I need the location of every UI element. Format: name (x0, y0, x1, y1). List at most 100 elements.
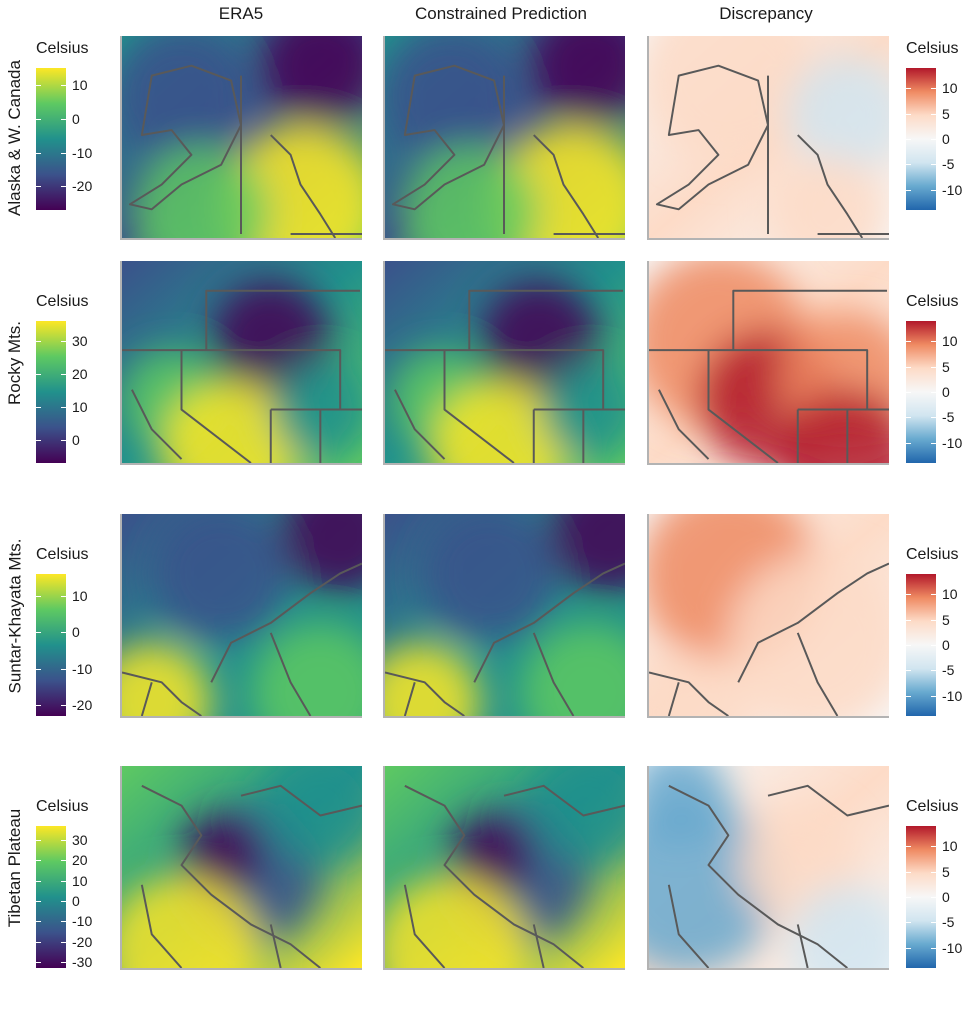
map-field-blob (131, 144, 271, 238)
map-svg (122, 766, 362, 968)
temp-colorbar-tick-label: 30 (72, 332, 88, 349)
disc-colorbar-tick (931, 645, 936, 646)
map-field-blob (161, 379, 301, 463)
temp-colorbar-tick (61, 961, 66, 963)
temp-colorbar-tick (36, 668, 41, 670)
map-outline (649, 562, 889, 716)
temp-colorbar (36, 321, 66, 463)
map-outline (385, 289, 625, 463)
map-field-blob (260, 36, 362, 126)
disc-colorbar-tick (931, 897, 936, 898)
disc-colorbar-tick-label: -5 (942, 409, 955, 426)
temp-colorbar-tick (36, 632, 41, 634)
map-svg (385, 766, 625, 968)
temp-colorbar-tick (61, 632, 66, 634)
disc-colorbar-tick-label: -5 (942, 156, 955, 173)
map-field-blob (420, 514, 560, 643)
temp-colorbar-tick-label: 20 (72, 365, 88, 382)
map-field-blob (519, 622, 625, 716)
temp-colorbar-tick (61, 406, 66, 408)
temp-colorbar-tick (36, 880, 41, 882)
map-field-blob (250, 622, 362, 716)
disc-colorbar-tick-label: 0 (942, 384, 950, 400)
temp-colorbar-tick-label: 0 (72, 431, 80, 448)
map-field-blob (450, 815, 530, 895)
disc-colorbar-tick (906, 645, 911, 646)
disc-colorbar-tick (906, 417, 911, 419)
disc-colorbar-tick (906, 897, 911, 898)
temp-colorbar (36, 68, 66, 210)
map-svg (385, 36, 625, 238)
disc-colorbar-tick-label: 10 (942, 333, 958, 350)
disc-legend-title: Celsius (906, 546, 959, 563)
disc-colorbar-tick-label: 10 (942, 838, 958, 855)
disc-colorbar-tick (931, 619, 936, 621)
disc-colorbar-tick-label: -5 (942, 662, 955, 679)
disc-colorbar-tick-label: 5 (942, 611, 950, 628)
map-field-blobs (122, 514, 362, 716)
temp-colorbar-tick (61, 118, 66, 120)
row-label: Suntar-Khayata Mts. (0, 514, 30, 718)
map-field-blobs (649, 261, 889, 463)
temp-colorbar-tick (36, 373, 41, 375)
temp-colorbar-tick-label: -20 (72, 697, 93, 714)
map-outline (140, 784, 362, 968)
map-panel (647, 261, 889, 465)
temp-colorbar-tick (61, 84, 66, 86)
disc-colorbar-tick-label: 5 (942, 105, 950, 122)
map-outline (385, 562, 625, 716)
column-title-discrepancy: Discrepancy (719, 4, 813, 23)
map-field-blob (385, 642, 481, 716)
temp-colorbar-tick (61, 921, 66, 923)
temp-colorbar-tick (61, 340, 66, 342)
disc-colorbar-tick (931, 947, 936, 949)
disc-colorbar-tick (931, 417, 936, 419)
map-field-blobs (649, 766, 889, 968)
map-panel (383, 36, 625, 240)
map-field-blobs (649, 514, 889, 716)
map-svg (385, 261, 625, 463)
temp-colorbar-tick (36, 941, 41, 943)
map-field-blobs (649, 36, 889, 238)
disc-colorbar-tick (931, 366, 936, 368)
disc-colorbar-tick (906, 871, 911, 873)
map-outline (128, 64, 362, 238)
map-outline (122, 562, 362, 716)
temp-colorbar-tick-label: -20 (72, 933, 93, 950)
map-outline (667, 784, 889, 968)
temp-colorbar-tick (61, 186, 66, 188)
map-svg (122, 514, 362, 716)
map-svg (649, 261, 889, 463)
row-label: Tibetan Plateau (0, 766, 30, 970)
temp-colorbar-tick-label: 30 (72, 832, 88, 849)
map-field-blob (529, 36, 625, 126)
map-svg (122, 261, 362, 463)
map-field-blob (122, 874, 261, 968)
temp-colorbar-tick (36, 340, 41, 342)
disc-colorbar-tick (906, 846, 911, 848)
disc-colorbar-tick (931, 341, 936, 343)
row-label-text: Tibetan Plateau (5, 808, 25, 928)
temp-colorbar-tick (36, 595, 41, 597)
disc-colorbar-tick (906, 947, 911, 949)
disc-colorbar-tick (931, 88, 936, 90)
disc-colorbar-tick-label: 5 (942, 358, 950, 375)
disc-colorbar-tick (931, 113, 936, 115)
disc-colorbar-tick (931, 922, 936, 924)
temp-colorbar-tick-label: 10 (72, 587, 88, 604)
disc-colorbar-tick-label: 0 (942, 889, 950, 905)
temp-legend-title: Celsius (36, 40, 89, 57)
disc-colorbar-tick (931, 189, 936, 191)
map-field-blob (122, 642, 212, 716)
disc-colorbar-tick (931, 392, 936, 393)
temp-legend-title: Celsius (36, 293, 89, 310)
temp-colorbar-tick-label: -20 (72, 178, 93, 195)
temp-colorbar-tick-label: 20 (72, 852, 88, 869)
disc-colorbar-tick (931, 695, 936, 697)
disc-colorbar-tick-label: -10 (942, 181, 963, 198)
disc-colorbar-tick (906, 366, 911, 368)
temp-colorbar-tick-label: -10 (72, 913, 93, 930)
map-panel (120, 766, 362, 970)
temp-colorbar-tick (36, 439, 41, 441)
temp-colorbar-tick (36, 921, 41, 923)
